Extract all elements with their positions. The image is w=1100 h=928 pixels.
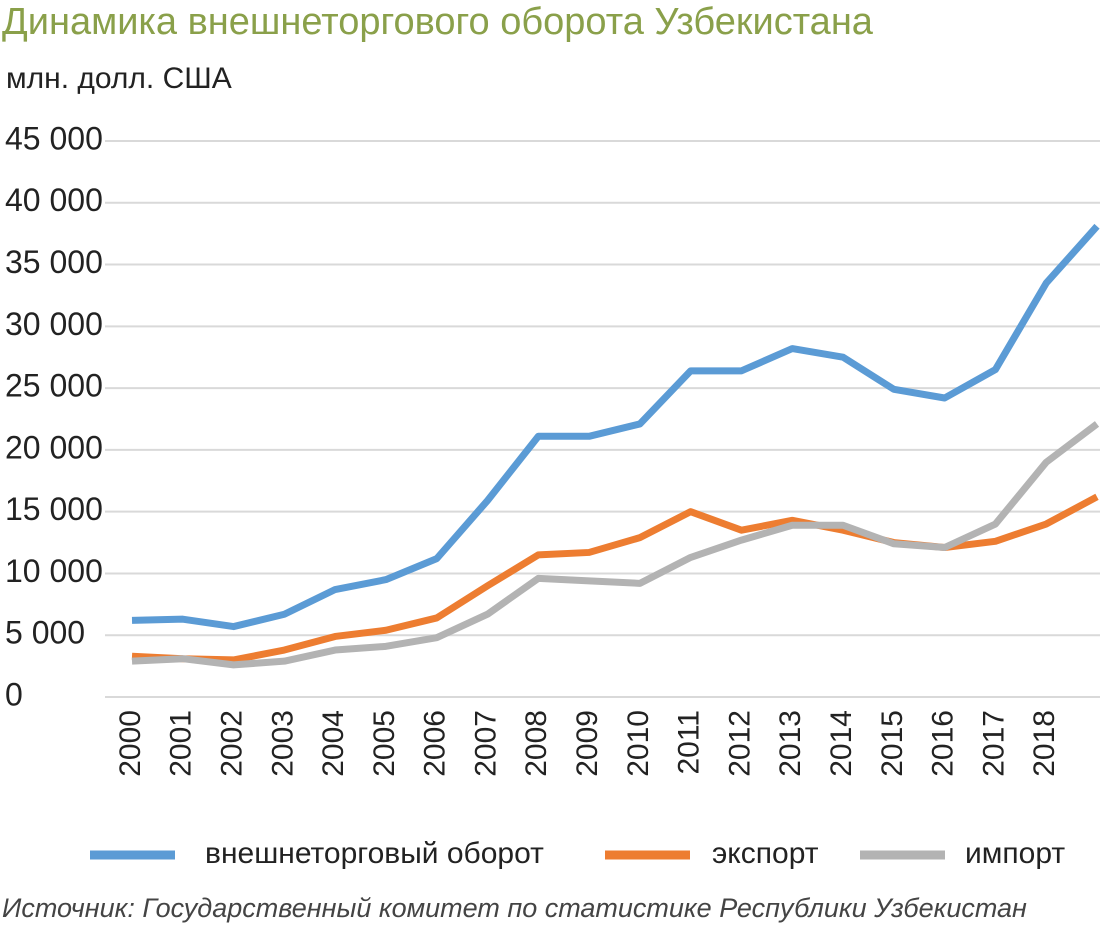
y-axis-label: млн. долл. США [6,62,232,95]
series-line [131,421,1100,669]
x-tick-label: 2003 [266,710,299,777]
y-tick-label: 30 000 [5,306,103,342]
x-tick-label: 2010 [622,710,655,777]
y-tick-label: 0 [5,676,23,712]
x-tick-label: 2016 [927,710,960,777]
y-tick-label: 5 000 [5,615,85,651]
chart-title: Динамика внешнеторгового оборота Узбекис… [2,1,874,43]
y-tick-label: 10 000 [5,553,103,589]
x-tick-label: 2014 [825,710,858,777]
x-tick-label: 2017 [977,710,1010,777]
y-tick-label: 20 000 [5,429,103,465]
x-tick-label: 2018 [1028,710,1061,777]
x-tick-label: 2002 [216,710,249,777]
source: Источник: Государственный комитет по ста… [2,893,1027,923]
x-tick-label: 2000 [114,710,147,777]
x-tick-label: 2008 [520,710,553,777]
x-tick-label: 2001 [165,710,198,777]
series-line [131,223,1100,631]
x-tick-label: 2006 [419,710,452,777]
x-tick-label: 2015 [876,710,909,777]
x-tick-label: 2013 [774,710,807,777]
y-tick-label: 35 000 [5,244,103,280]
x-tick-label: 2009 [571,710,604,777]
x-tick-label: 2012 [723,710,756,777]
y-tick-label: 45 000 [5,120,103,156]
y-tick-label: 25 000 [5,368,103,404]
x-tick-label: 2011 [673,710,706,775]
x-tick-label: 2005 [368,710,401,777]
legend-label: экспорт [712,837,819,870]
y-tick-label: 40 000 [5,182,103,218]
legend-label: внешнеторговый оборот [205,837,544,870]
legend-label: импорт [965,837,1065,870]
x-tick-label: 2007 [469,710,502,777]
y-tick-label: 15 000 [5,491,103,527]
x-tick-label: 2004 [317,710,350,777]
